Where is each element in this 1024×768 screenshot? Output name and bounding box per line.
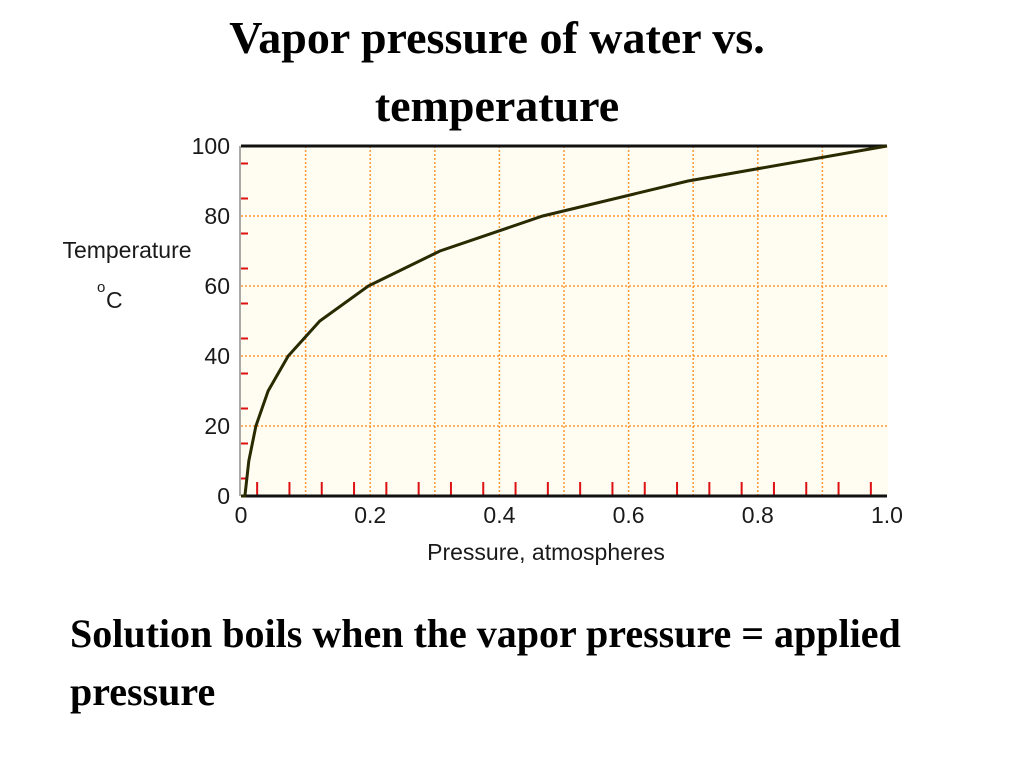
x-tick-label: 0.2 xyxy=(354,502,386,528)
plot-area-background xyxy=(240,145,888,497)
y-tick-label: 80 xyxy=(204,203,230,229)
slide-caption: Solution boils when the vapor pressure =… xyxy=(70,611,901,714)
vapor-pressure-chart: 0 20 40 60 80 100 0 0.2 0.4 0.6 0.8 1.0 Temperatur… xyxy=(62,133,903,565)
x-tick-label: 0.4 xyxy=(483,502,515,528)
plot-frame xyxy=(239,144,887,498)
x-tick-labels: 0 0.2 0.4 0.6 0.8 1.0 xyxy=(235,502,903,528)
y-tick-label: 20 xyxy=(204,413,230,439)
x-tick-label: 0.6 xyxy=(613,502,645,528)
slide-title: Vapor pressure of water vs. temperature xyxy=(112,4,882,140)
title-line-1: Vapor pressure of water vs. xyxy=(229,12,765,63)
y-tick-label: 100 xyxy=(192,133,230,159)
vapor-pressure-curve xyxy=(241,144,888,498)
x-tick-label: 1.0 xyxy=(871,502,903,528)
x-tick-label: 0.8 xyxy=(742,502,774,528)
y-tick-labels: 0 20 40 60 80 100 xyxy=(192,133,230,509)
x-tick-label: 0 xyxy=(235,502,248,528)
minor-tick-marks xyxy=(241,162,872,496)
y-axis-label: Temperature xyxy=(62,237,191,263)
y-tick-label: 0 xyxy=(217,483,230,509)
y-tick-label: 40 xyxy=(204,343,230,369)
x-axis-label: Pressure, atmospheres xyxy=(427,539,665,565)
y-axis-unit: C xyxy=(106,287,123,313)
y-axis-degree-symbol: o xyxy=(97,279,105,296)
title-line-2: temperature xyxy=(374,80,620,131)
y-tick-label: 60 xyxy=(204,273,230,299)
